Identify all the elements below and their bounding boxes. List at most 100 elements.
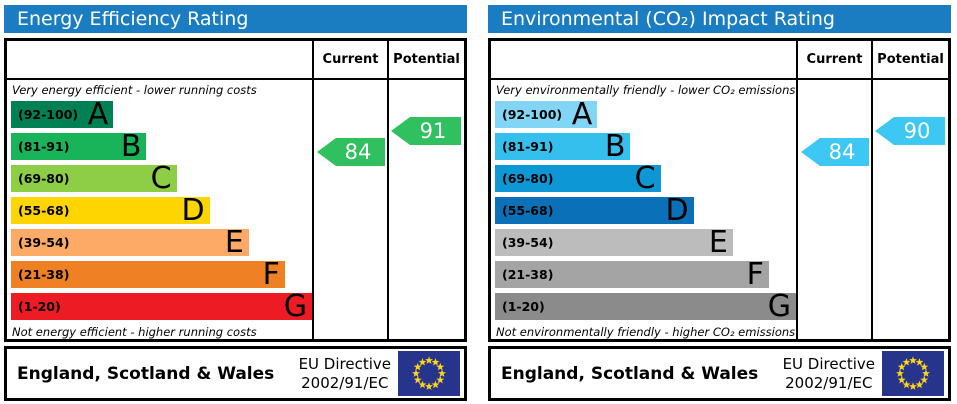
environmental-rating-table: Current Potential Very environmentally f…	[488, 38, 951, 342]
eu-directive-line1: EU Directive	[298, 355, 391, 374]
band-g: (1-20) G	[11, 288, 312, 324]
band-letter: A	[87, 96, 109, 132]
band-letter: G	[283, 288, 307, 324]
eu-flag-icon	[882, 351, 944, 396]
energy-efficiency-panel: Energy Efficiency Rating Current Potenti…	[4, 5, 467, 401]
eu-star	[431, 380, 440, 389]
rating-chart-body: Very environmentally friendly - lower CO…	[491, 80, 948, 339]
band-b: (81-91) B	[495, 128, 631, 164]
eu-star	[920, 375, 929, 384]
band-letter: D	[665, 192, 689, 228]
eu-star	[909, 356, 917, 364]
band-f: (21-38) F	[495, 256, 769, 292]
band-range: (1-20)	[18, 299, 61, 314]
band-letter: C	[634, 160, 656, 196]
band-range: (81-91)	[502, 139, 554, 154]
band-letter: F	[262, 256, 280, 292]
bands: (92-100) A (81-91) B (69-80) C (55-68) D (39-54)…	[11, 96, 312, 324]
eu-star	[418, 380, 427, 389]
eu-star	[436, 362, 445, 371]
directive-footer: England, Scotland & Wales EU Directive 2…	[4, 346, 467, 401]
eu-directive-label: EU Directive 2002/91/EC	[783, 355, 875, 392]
band-letter: F	[746, 256, 764, 292]
band-range: (21-38)	[18, 267, 70, 282]
potential-column-header: Potential	[393, 52, 460, 67]
current-column-header: Current	[314, 41, 389, 78]
eu-star	[438, 369, 446, 377]
band-chart-area: Very environmentally friendly - lower CO…	[491, 80, 798, 339]
band-range: (69-80)	[18, 171, 70, 186]
band-range: (92-100)	[502, 107, 563, 122]
band-range: (55-68)	[18, 203, 70, 218]
bottom-note: Not energy efficient - higher running co…	[12, 325, 257, 339]
eu-star	[413, 362, 422, 371]
band-f: (21-38) F	[11, 256, 285, 292]
band-range: (55-68)	[502, 203, 554, 218]
header-spacer	[7, 41, 314, 78]
eu-star	[418, 358, 427, 366]
eu-star	[902, 380, 911, 389]
header-spacer	[491, 41, 798, 78]
region-label: England, Scotland & Wales	[501, 363, 759, 384]
eu-star	[431, 358, 440, 366]
band-a: (92-100) A	[11, 96, 114, 132]
band-d: (55-68) D	[495, 192, 694, 228]
band-range: (92-100)	[18, 107, 79, 122]
band-letter: E	[224, 224, 244, 260]
environmental-panel-title: Environmental (CO₂) Impact Rating	[488, 5, 951, 33]
eu-star	[897, 375, 906, 384]
rating-chart-body: Very energy efficient - lower running co…	[7, 80, 464, 339]
eu-star	[915, 358, 924, 366]
band-letter: D	[181, 192, 205, 228]
band-letter: C	[150, 160, 172, 196]
band-range: (69-80)	[502, 171, 554, 186]
band-letter: B	[604, 128, 626, 164]
band-d: (55-68) D	[11, 192, 210, 228]
eu-directive-line1: EU Directive	[782, 355, 875, 374]
region-label: England, Scotland & Wales	[17, 363, 275, 384]
eu-star	[897, 362, 906, 371]
energy-rating-table: Current Potential Very energy efficient …	[4, 38, 467, 342]
band-letter: E	[708, 224, 728, 260]
eu-star	[909, 382, 917, 390]
band-b: (81-91) B	[11, 128, 147, 164]
eu-directive-label: EU Directive 2002/91/EC	[299, 355, 391, 392]
band-letter: B	[120, 128, 142, 164]
eu-flag-icon	[398, 351, 460, 396]
eu-star	[915, 380, 924, 389]
eu-directive-line2: 2002/91/EC	[785, 373, 873, 392]
band-a: (92-100) A	[495, 96, 598, 132]
eu-star	[896, 369, 904, 377]
bands: (92-100) A (81-91) B (69-80) C (55-68) D (39-54)…	[495, 96, 796, 324]
top-note: Very energy efficient - lower running co…	[12, 83, 257, 97]
band-range: (39-54)	[502, 235, 554, 250]
eu-directive-line2: 2002/91/EC	[301, 373, 389, 392]
band-range: (21-38)	[502, 267, 554, 282]
band-range: (39-54)	[18, 235, 70, 250]
energy-panel-title: Energy Efficiency Rating	[4, 5, 467, 33]
band-letter: G	[767, 288, 791, 324]
band-e: (39-54) E	[495, 224, 733, 260]
bottom-note: Not environmentally friendly - higher CO…	[496, 325, 796, 339]
band-range: (1-20)	[502, 299, 545, 314]
column-header-row: Current Potential	[491, 41, 948, 80]
band-c: (69-80) C	[11, 160, 177, 196]
band-c: (69-80) C	[495, 160, 661, 196]
eu-star	[920, 362, 929, 371]
current-value-column	[314, 80, 389, 339]
directive-footer: England, Scotland & Wales EU Directive 2…	[488, 346, 951, 401]
band-chart-area: Very energy efficient - lower running co…	[7, 80, 314, 339]
eu-star	[902, 358, 911, 366]
eu-star	[922, 369, 930, 377]
current-value-column	[798, 80, 873, 339]
environmental-impact-panel: Environmental (CO₂) Impact Rating Curren…	[488, 5, 951, 401]
eu-star	[413, 375, 422, 384]
top-note: Very environmentally friendly - lower CO…	[496, 83, 796, 97]
band-letter: A	[571, 96, 593, 132]
eu-star	[412, 369, 420, 377]
eu-star	[425, 382, 433, 390]
band-range: (81-91)	[18, 139, 70, 154]
eu-star	[436, 375, 445, 384]
current-column-header: Current	[798, 41, 873, 78]
